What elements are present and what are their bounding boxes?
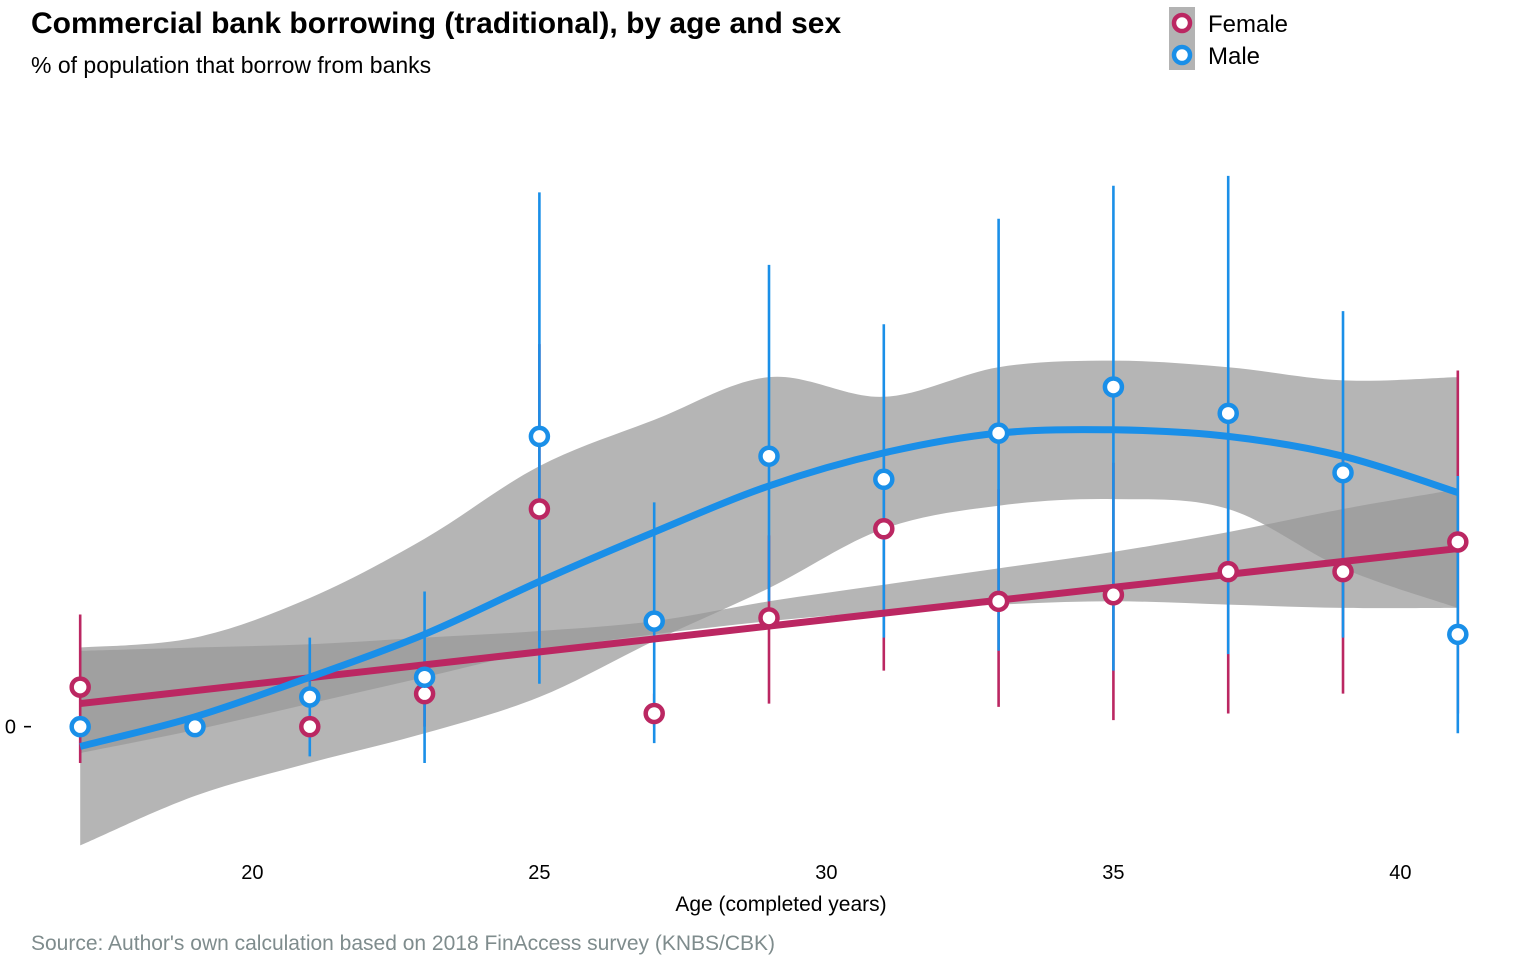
data-point-female: [1332, 560, 1354, 583]
data-point-female: [69, 676, 91, 698]
data-point-female: [1447, 531, 1469, 553]
x-tick-label: 20: [241, 862, 263, 884]
data-point-female: [987, 590, 1010, 613]
x-tick-label: 25: [528, 862, 550, 884]
legend-male-label: Male: [1208, 43, 1260, 70]
data-point-female: [1217, 560, 1239, 583]
legend-female-marker: [1171, 12, 1193, 34]
x-axis-label: Age (completed years): [675, 893, 886, 916]
plot-area: [69, 175, 1469, 846]
x-tick-label: 35: [1102, 862, 1124, 884]
y-tick-label: 0: [5, 717, 16, 739]
legend: Female Male: [1169, 7, 1288, 70]
y-axis: 0: [5, 717, 31, 739]
data-point-male: [413, 666, 436, 688]
chart-title: Commercial bank borrowing (traditional),…: [31, 7, 841, 40]
data-point-female: [758, 607, 780, 629]
caption: Source: Author's own calculation based o…: [31, 932, 775, 955]
data-point-male: [1217, 402, 1239, 425]
x-tick-label: 30: [815, 862, 837, 884]
data-point-female: [1102, 583, 1125, 606]
x-tick-label: 40: [1389, 862, 1411, 884]
data-point-male: [758, 445, 780, 467]
legend-male-marker: [1171, 44, 1193, 66]
chart-subtitle: % of population that borrow from banks: [31, 52, 431, 78]
data-point-male: [1332, 461, 1354, 484]
data-point-male: [643, 610, 665, 632]
data-point-male: [184, 715, 206, 738]
data-point-male: [1102, 376, 1125, 398]
data-point-female: [643, 702, 665, 725]
x-axis: 20 25 30 35 40: [241, 862, 1411, 884]
data-point-male: [1447, 623, 1469, 646]
data-point-male: [299, 686, 321, 708]
trend-line-male: [79, 426, 1459, 750]
data-point-female: [528, 498, 551, 520]
data-point-male: [528, 425, 551, 448]
legend-female-label: Female: [1208, 11, 1288, 38]
data-point-male: [987, 422, 1010, 444]
data-point-male: [69, 715, 91, 738]
data-point-female: [873, 518, 895, 540]
data-point-male: [873, 468, 895, 491]
data-point-female: [299, 715, 321, 738]
